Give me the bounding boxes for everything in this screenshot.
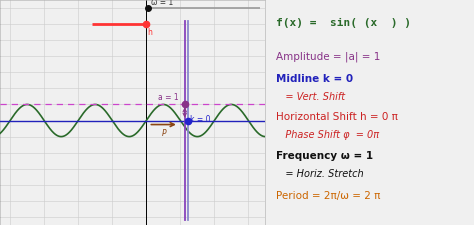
Text: Amplitude = |a| = 1: Amplitude = |a| = 1 <box>276 52 380 62</box>
Text: = Vert. Shift: = Vert. Shift <box>276 92 345 102</box>
Text: a = 1: a = 1 <box>158 93 179 102</box>
Text: h: h <box>147 28 152 37</box>
Text: Horizontal Shift h = 0 π: Horizontal Shift h = 0 π <box>276 112 398 122</box>
Text: Frequency ω = 1: Frequency ω = 1 <box>276 151 373 161</box>
Text: = Horiz. Stretch: = Horiz. Stretch <box>276 169 364 179</box>
Text: Period = 2π/ω = 2 π: Period = 2π/ω = 2 π <box>276 191 380 201</box>
Text: k = 0: k = 0 <box>190 115 210 124</box>
Text: Phase Shift φ  = 0π: Phase Shift φ = 0π <box>276 130 379 140</box>
Text: P: P <box>162 128 166 137</box>
Text: ω = 1: ω = 1 <box>151 0 173 7</box>
Text: Midline k = 0: Midline k = 0 <box>276 74 353 84</box>
Text: f(x) =  sin( (x  ) ): f(x) = sin( (x ) ) <box>276 18 411 28</box>
